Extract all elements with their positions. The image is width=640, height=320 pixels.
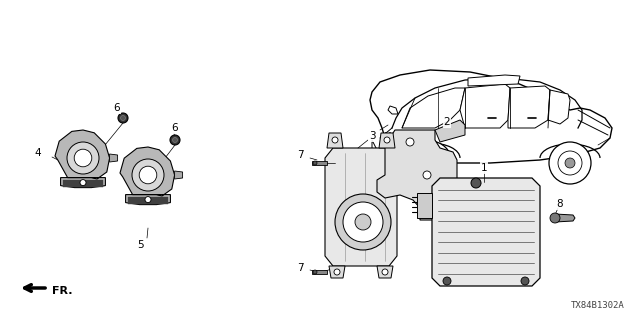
Circle shape	[388, 137, 392, 140]
Circle shape	[384, 137, 390, 143]
Circle shape	[170, 135, 180, 145]
Circle shape	[424, 157, 436, 169]
Circle shape	[343, 202, 383, 242]
Circle shape	[334, 269, 340, 275]
Polygon shape	[63, 180, 104, 187]
Circle shape	[423, 171, 431, 179]
Polygon shape	[175, 171, 182, 179]
Polygon shape	[377, 266, 393, 278]
Polygon shape	[372, 140, 390, 155]
Circle shape	[332, 137, 338, 143]
Polygon shape	[109, 154, 118, 162]
Text: 8: 8	[557, 199, 563, 209]
Polygon shape	[379, 133, 395, 148]
Circle shape	[173, 138, 177, 142]
Circle shape	[132, 159, 164, 191]
Text: 6: 6	[114, 103, 120, 113]
Polygon shape	[327, 133, 343, 148]
Circle shape	[408, 141, 452, 185]
Circle shape	[558, 151, 582, 175]
Text: 6: 6	[172, 123, 179, 133]
Text: 7: 7	[297, 263, 303, 273]
Circle shape	[385, 137, 387, 140]
Polygon shape	[548, 90, 570, 124]
Polygon shape	[388, 106, 398, 114]
Circle shape	[67, 142, 99, 174]
Circle shape	[443, 277, 451, 285]
Circle shape	[549, 142, 591, 184]
Polygon shape	[555, 214, 575, 222]
Polygon shape	[370, 70, 612, 163]
Polygon shape	[325, 148, 397, 266]
Text: FR.: FR.	[52, 286, 72, 296]
Circle shape	[335, 194, 391, 250]
Circle shape	[80, 180, 86, 186]
Polygon shape	[312, 161, 327, 165]
Circle shape	[388, 132, 392, 135]
Polygon shape	[55, 130, 109, 188]
Circle shape	[74, 149, 92, 167]
Text: 2: 2	[444, 117, 451, 127]
Circle shape	[471, 178, 481, 188]
Circle shape	[145, 196, 151, 203]
Polygon shape	[435, 120, 465, 142]
Polygon shape	[460, 84, 510, 128]
Circle shape	[382, 269, 388, 275]
Polygon shape	[127, 196, 168, 204]
Text: 3: 3	[369, 131, 375, 141]
Circle shape	[550, 213, 560, 223]
Polygon shape	[508, 86, 550, 128]
Polygon shape	[402, 88, 465, 128]
Circle shape	[120, 116, 125, 121]
Circle shape	[417, 150, 443, 176]
Circle shape	[313, 270, 317, 274]
Polygon shape	[329, 266, 345, 278]
Circle shape	[385, 132, 387, 135]
Circle shape	[313, 161, 317, 165]
Polygon shape	[312, 270, 327, 274]
Text: 1: 1	[481, 163, 487, 173]
Polygon shape	[468, 75, 520, 86]
Circle shape	[565, 158, 575, 168]
Circle shape	[521, 277, 529, 285]
Polygon shape	[120, 147, 175, 204]
Circle shape	[118, 113, 128, 123]
Polygon shape	[377, 130, 457, 220]
Text: 5: 5	[137, 240, 143, 250]
Circle shape	[355, 214, 371, 230]
Circle shape	[406, 138, 414, 146]
Circle shape	[140, 166, 157, 184]
Polygon shape	[432, 178, 540, 286]
Text: TX84B1302A: TX84B1302A	[572, 301, 625, 310]
Polygon shape	[417, 193, 432, 218]
Text: 4: 4	[35, 148, 42, 158]
Text: 7: 7	[297, 150, 303, 160]
